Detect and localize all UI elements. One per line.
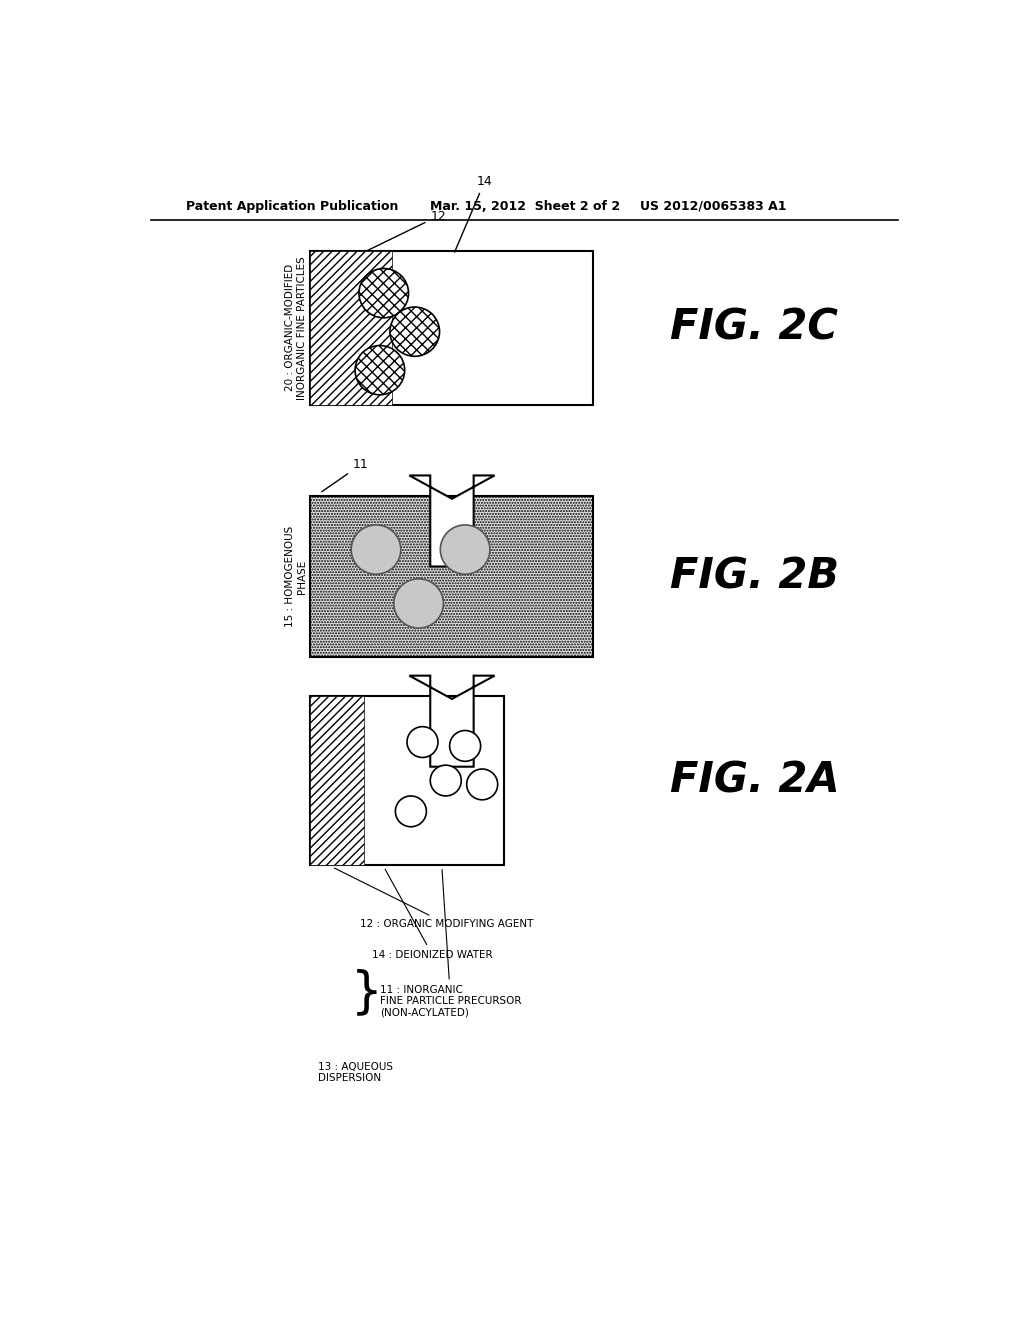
Circle shape (390, 308, 439, 356)
Circle shape (407, 726, 438, 758)
Circle shape (450, 730, 480, 762)
Text: 11 : INORGANIC
FINE PARTICLE PRECURSOR
(NON-ACYLATED): 11 : INORGANIC FINE PARTICLE PRECURSOR (… (380, 870, 521, 1018)
Text: RAPID
COOLING: RAPID COOLING (420, 519, 483, 546)
Text: 14: 14 (455, 176, 493, 252)
Circle shape (395, 796, 426, 826)
Text: }: } (351, 969, 383, 1016)
Text: HEATING: HEATING (421, 726, 482, 739)
Bar (310, 251, 593, 405)
Text: 13 : AQUEOUS
DISPERSION: 13 : AQUEOUS DISPERSION (317, 1061, 393, 1084)
Circle shape (467, 770, 498, 800)
Circle shape (359, 268, 409, 318)
Text: 12 : ORGANIC MODIFYING AGENT: 12 : ORGANIC MODIFYING AGENT (334, 869, 534, 929)
Text: Patent Application Publication: Patent Application Publication (186, 199, 398, 213)
Circle shape (440, 525, 489, 574)
Circle shape (394, 578, 443, 628)
Text: 14 : DEIONIZED WATER: 14 : DEIONIZED WATER (372, 870, 493, 960)
Polygon shape (410, 676, 495, 767)
Text: 12: 12 (361, 210, 446, 253)
Bar (310, 496, 593, 657)
Circle shape (430, 766, 461, 796)
Text: 20 : ORGANIC-MODIFIED
INORGANIC FINE PARTICLES: 20 : ORGANIC-MODIFIED INORGANIC FINE PAR… (286, 256, 307, 400)
Polygon shape (410, 475, 495, 566)
Text: FIG. 2B: FIG. 2B (671, 556, 840, 598)
Text: Mar. 15, 2012  Sheet 2 of 2: Mar. 15, 2012 Sheet 2 of 2 (430, 199, 621, 213)
Text: 11: 11 (322, 458, 369, 492)
Bar (310, 696, 365, 866)
Circle shape (355, 346, 404, 395)
Text: US 2012/0065383 A1: US 2012/0065383 A1 (640, 199, 786, 213)
Text: 15 : HOMOGENOUS
PHASE: 15 : HOMOGENOUS PHASE (286, 525, 307, 627)
Bar (310, 696, 504, 866)
Bar (310, 251, 391, 405)
Text: FIG. 2A: FIG. 2A (671, 759, 840, 801)
Circle shape (351, 525, 400, 574)
Text: FIG. 2C: FIG. 2C (671, 306, 839, 348)
